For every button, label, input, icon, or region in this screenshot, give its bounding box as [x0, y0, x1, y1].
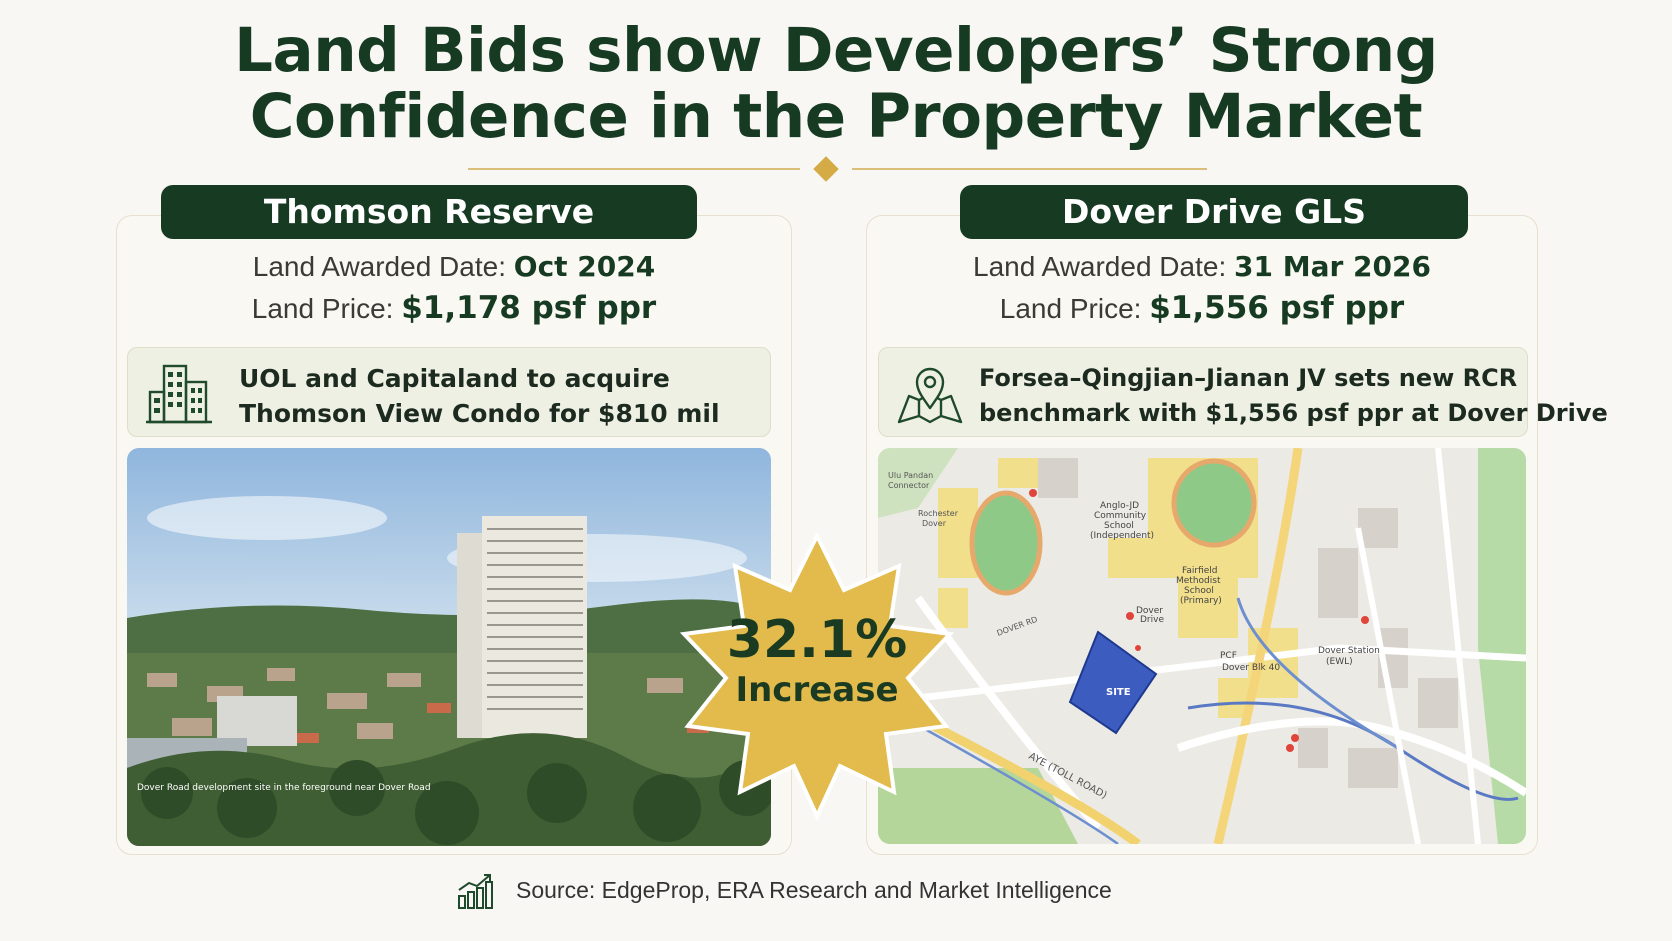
dover-site-map: SITE Anglo-JD Community School (Independ… — [878, 448, 1526, 844]
note-line-1: UOL and Capitaland to acquire — [239, 364, 670, 393]
road — [917, 644, 1526, 702]
park-area — [878, 448, 958, 518]
road — [1435, 448, 1481, 844]
divider-diamond-icon — [813, 156, 839, 182]
building-icon — [146, 364, 212, 424]
map-label-top-left: Ulu Pandan — [888, 471, 933, 480]
map-label-pcf: PCF — [1220, 651, 1237, 661]
bar-chart-icon — [458, 874, 493, 909]
starburst-shape — [679, 531, 955, 820]
note-line-2: benchmark with $1,556 psf ppr at Dover D… — [979, 399, 1608, 427]
awarded-value: Oct 2024 — [513, 250, 656, 283]
thomson-reserve-title: Thomson Reserve — [161, 185, 697, 239]
dover-note-text: Forsea–Qingjian–Jianan JV sets new RCR b… — [979, 361, 1608, 431]
label-line: Fairfield — [1182, 566, 1218, 576]
running-track — [969, 490, 1043, 596]
map-label-station-2: (EWL) — [1326, 657, 1353, 667]
dover-awarded-date: Land Awarded Date: 31 Mar 2026 — [866, 250, 1538, 283]
map-label-pcf-2: Dover Blk 40 — [1222, 663, 1280, 673]
thomson-land-price: Land Price: $1,178 psf ppr — [116, 290, 792, 326]
page-title: Land Bids show Developers’ Strong Confid… — [0, 18, 1672, 150]
thomson-news-note: UOL and Capitaland to acquire Thomson Vi… — [127, 347, 771, 437]
increase-badge — [679, 531, 955, 820]
title-line-1: Land Bids show Developers’ Strong — [234, 15, 1438, 86]
price-value: $1,556 psf ppr — [1149, 290, 1405, 326]
label-line: (Primary) — [1180, 596, 1222, 606]
label-line: Methodist — [1176, 576, 1221, 586]
thomson-awarded-date: Land Awarded Date: Oct 2024 — [116, 250, 792, 283]
dover-land-price: Land Price: $1,556 psf ppr — [866, 290, 1538, 326]
label-line: Anglo-JD — [1100, 501, 1139, 511]
site-polygon — [1068, 630, 1158, 735]
site-map-graphic: SITE Anglo-JD Community School (Independ… — [878, 448, 1526, 844]
site-label: SITE — [1106, 687, 1131, 698]
label-line: School — [1184, 586, 1214, 596]
park-area — [1478, 448, 1526, 844]
map-label-school-fairfield: Fairfield Methodist School (Primary) — [1176, 566, 1223, 606]
awarded-value: 31 Mar 2026 — [1234, 250, 1431, 283]
price-label: Land Price: — [999, 293, 1142, 324]
photo-caption: Dover Road development site in the foreg… — [137, 783, 431, 793]
thomson-view-photo: Dover Road development site in the foreg… — [127, 448, 771, 846]
price-value: $1,178 psf ppr — [401, 290, 657, 326]
map-label-station: Dover Station — [1318, 646, 1380, 656]
divider-right — [852, 168, 1207, 170]
map-label-dover-drive: Dover — [1136, 606, 1163, 616]
awarded-label: Land Awarded Date: — [973, 251, 1227, 282]
divider-left — [468, 168, 800, 170]
map-label-top-left-2: Connector — [888, 481, 930, 490]
running-track — [1171, 458, 1257, 548]
badge-value: 32.1% — [726, 610, 908, 670]
dover-news-note: Forsea–Qingjian–Jianan JV sets new RCR b… — [878, 347, 1608, 437]
price-label: Land Price: — [251, 293, 394, 324]
badge-label: Increase — [735, 670, 899, 710]
mrt-line — [1236, 597, 1399, 750]
note-line-1: Forsea–Qingjian–Jianan JV sets new RCR — [979, 364, 1518, 392]
thomson-photo: Dover Road development site in the foreg… — [127, 448, 771, 846]
title-line-2: Confidence in the Property Market — [249, 81, 1423, 152]
road — [1355, 527, 1421, 844]
awarded-label: Land Awarded Date: — [252, 251, 506, 282]
road — [1176, 717, 1526, 797]
map-label-left-block-2: Dover — [922, 519, 947, 528]
source-text: Source: EdgeProp, ERA Research and Marke… — [516, 877, 1112, 903]
map-label-school-acs: Anglo-JD Community School (Independent) — [1090, 501, 1154, 541]
label-line: (Independent) — [1090, 531, 1154, 541]
label-line: School — [1104, 521, 1134, 531]
major-road — [1213, 448, 1303, 844]
map-marker-icon — [1029, 489, 1369, 752]
map-label-left-block: Rochester — [918, 509, 959, 518]
dover-drive-title: Dover Drive GLS — [960, 185, 1468, 239]
map-label-dover-drive-2: Drive — [1140, 615, 1164, 625]
label-line: Community — [1094, 511, 1147, 521]
thomson-note-text: UOL and Capitaland to acquire Thomson Vi… — [239, 361, 720, 431]
map-pin-icon — [897, 367, 963, 424]
note-line-2: Thomson View Condo for $810 mil — [239, 399, 720, 428]
